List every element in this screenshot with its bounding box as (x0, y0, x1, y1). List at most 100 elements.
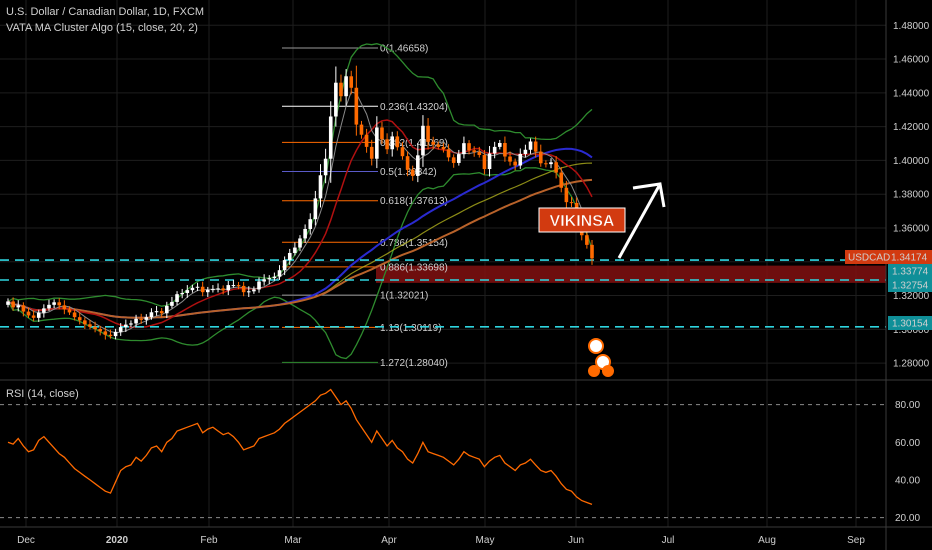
candle-body (83, 320, 87, 325)
candle (405, 151, 410, 177)
candle-body (349, 76, 354, 88)
rsi-axis[interactable]: 80.00 60.00 40.00 20.00 (895, 400, 920, 524)
level-price: 1.30154 (892, 319, 929, 330)
candle-body (67, 309, 72, 313)
candle (149, 308, 154, 320)
candle-body (421, 125, 425, 156)
candle-body (375, 127, 379, 159)
rsi-line (7, 388, 593, 506)
candle (26, 307, 31, 319)
month-label: Jun (568, 535, 584, 546)
candle-body (431, 141, 435, 145)
candle (426, 118, 430, 150)
candle-body (185, 290, 190, 294)
candle-body (308, 219, 313, 229)
rsi-tick: 80.00 (895, 400, 920, 411)
candle (257, 277, 261, 293)
price-tick: 1.44000 (893, 88, 930, 99)
price-zone (376, 265, 886, 283)
candle-body (118, 327, 123, 332)
resistance-zone (376, 265, 886, 283)
candle-body (544, 163, 548, 165)
candle-body (390, 136, 395, 150)
price-tick: 1.40000 (893, 156, 930, 167)
candle (503, 136, 507, 162)
candle (21, 302, 26, 317)
candle-body (585, 235, 589, 245)
candle-body (339, 82, 343, 97)
candle (98, 325, 103, 336)
candle-body (47, 304, 51, 309)
candle (323, 148, 328, 184)
current-price: 1.34174 (891, 253, 928, 264)
candle-body (231, 285, 236, 287)
month-label: Dec (17, 535, 35, 546)
candle-body (93, 326, 97, 329)
candle-body (518, 153, 523, 166)
candle (246, 286, 251, 297)
candle-body (334, 82, 338, 117)
candle (544, 160, 548, 168)
candle-body (21, 305, 26, 312)
candle (518, 148, 523, 169)
candle-body (246, 291, 251, 293)
candle-body (313, 198, 318, 220)
candle (57, 298, 62, 310)
month-label: Mar (284, 535, 302, 546)
time-axis[interactable]: Dec 2020 Feb Mar Apr May Jun Jul Aug Sep (17, 535, 865, 546)
candle-body (364, 134, 369, 147)
candle (446, 144, 451, 162)
candle (508, 151, 512, 166)
candle-body (52, 302, 56, 305)
fib-label: 0.786(1.35154) (380, 238, 448, 249)
candle-body (241, 285, 246, 293)
candle (421, 115, 425, 167)
fib-label: 0.382(1.41069) (380, 138, 448, 149)
price-tick: 1.42000 (893, 122, 930, 133)
level-price: 1.32754 (892, 281, 929, 292)
candle-body (380, 127, 384, 140)
candle-body (477, 151, 482, 155)
candle (93, 321, 97, 333)
candle-body (523, 149, 528, 154)
candle (77, 312, 82, 325)
fib-label: 0(1.46658) (380, 43, 428, 54)
price-axis[interactable]: 1.48000 1.46000 1.44000 1.42000 1.40000 1.380… (893, 21, 930, 370)
price-labels: USDCAD 1.34174 1.33774 1.32754 1.30154 (845, 250, 932, 330)
candle-body (277, 270, 282, 277)
candle-body (451, 157, 456, 163)
candle (185, 285, 190, 298)
rsi-tick: 40.00 (895, 475, 920, 486)
candle-body (149, 312, 154, 318)
month-label: 2020 (106, 535, 129, 546)
candle (349, 70, 354, 95)
current-symbol: USDCAD (848, 253, 890, 264)
candle (221, 285, 225, 295)
candle (282, 256, 287, 276)
candle (400, 141, 405, 160)
candle-body (328, 116, 333, 159)
candle-body (124, 324, 128, 328)
candle (410, 165, 415, 181)
candle (318, 164, 323, 208)
candle (170, 296, 174, 309)
candle-body (257, 281, 261, 290)
candle (180, 288, 184, 299)
rsi-title: RSI (14, close) (6, 388, 79, 400)
month-label: Apr (381, 535, 397, 546)
candle-body (216, 288, 220, 290)
candle (497, 139, 502, 150)
candle-body (436, 144, 441, 147)
candle (236, 282, 241, 290)
month-label: Jul (662, 535, 675, 546)
candle (380, 121, 384, 144)
candle-body (344, 76, 348, 97)
candle-body (395, 136, 400, 148)
candle-body (303, 228, 307, 239)
candle (492, 141, 497, 159)
candle-body (497, 143, 502, 147)
candle (252, 286, 256, 294)
up-arrow-icon (617, 182, 666, 259)
candle-body (385, 139, 389, 150)
